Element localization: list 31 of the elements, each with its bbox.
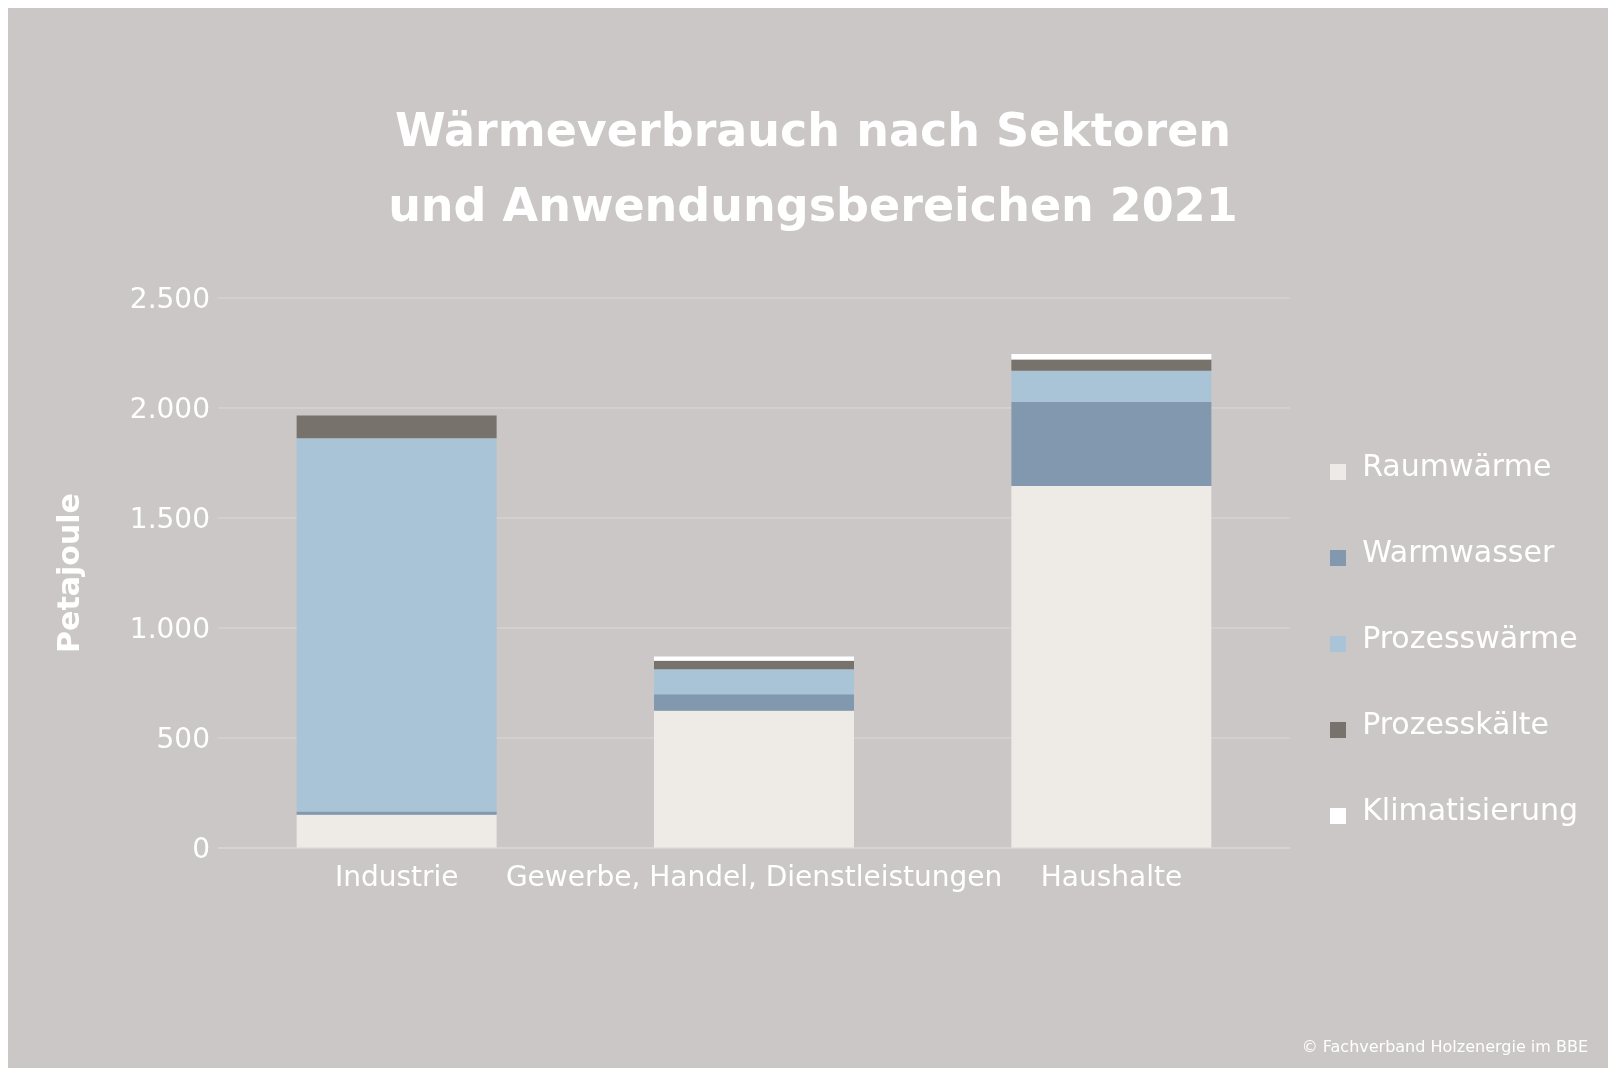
bar [1011,370,1212,403]
y-tick-label: 2.500 [129,281,210,315]
bar [1011,486,1212,848]
bar [296,814,497,848]
bar [296,415,497,439]
bar [296,438,497,812]
bar [654,694,854,711]
bar [654,656,854,661]
legend-label: Prozesskälte [1362,706,1549,741]
text: © Fachverband Holzenergie im BBE [1301,1037,1588,1056]
legend-label: Warmwasser [1362,534,1555,569]
bar [1011,402,1212,487]
bar [1011,354,1212,360]
bar [1011,359,1212,371]
bar [654,710,854,848]
bar [296,811,497,815]
x-tick-label: Haushalte [1040,859,1183,893]
y-tick-label: 2.000 [129,391,210,425]
bar [654,669,854,695]
y-tick-label: 1.500 [129,501,210,535]
x-tick-label: Industrie [334,859,459,893]
y-tick-label: 0 [192,831,210,865]
y-axis-title: Petajoule [50,493,86,653]
y-tick-label: 500 [156,721,210,755]
legend-label: Klimatisierung [1362,792,1578,827]
legend-label: Prozesswärme [1362,620,1578,655]
bar [654,660,854,670]
legend-label: Raumwärme [1362,448,1552,483]
x-tick-label: Gewerbe, Handel, Dienstleistungen [505,859,1003,893]
y-tick-label: 1.000 [129,611,210,645]
chart-title: Wärmeverbrauch nach Sektoren und Anwendungsbereichen 2021 [387,102,1239,234]
